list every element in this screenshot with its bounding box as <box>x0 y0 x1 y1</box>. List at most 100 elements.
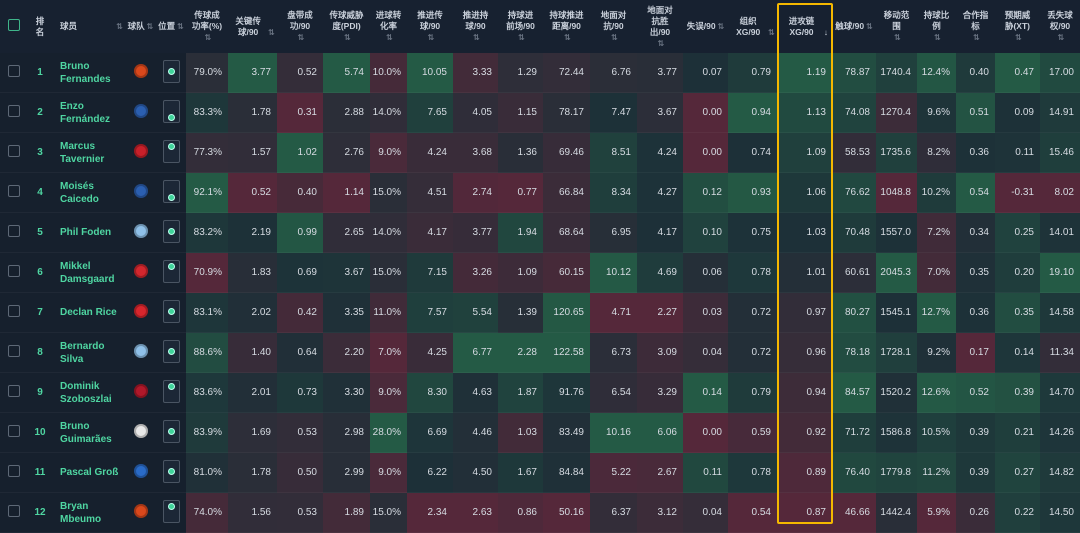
pitch-position-icon <box>162 339 180 363</box>
brighton-crest-icon <box>133 464 148 478</box>
player-name-link[interactable]: Declan Rice <box>52 292 125 333</box>
sort-icon[interactable]: ⇅ <box>657 38 665 48</box>
player-name-link[interactable]: Marcus Tavernier <box>52 132 125 173</box>
player-name-link[interactable]: Dominik Szoboszlai <box>52 372 125 413</box>
table-row[interactable]: 6 Mikkel Damsgaard 70.9% 1.83 0.69 3.67 15.0% 7… <box>0 252 1080 293</box>
sort-icon[interactable]: ⇅ <box>1057 33 1065 42</box>
column-header-player[interactable]: 球员 ⇅ <box>52 0 125 53</box>
row-checkbox[interactable] <box>0 412 28 453</box>
stat-cell: 91.76 <box>543 372 590 413</box>
player-name-link[interactable]: Enzo Fernández <box>52 92 125 133</box>
column-header-stat[interactable]: 关键传球/90 ⇅ <box>228 0 277 53</box>
row-checkbox[interactable] <box>0 492 28 533</box>
column-header-stat[interactable]: 持球推进距离/90 ⇅ <box>543 0 590 53</box>
stat-cell: 1545.1 <box>876 292 917 333</box>
row-checkbox[interactable] <box>0 372 28 413</box>
sort-icon[interactable]: ⇅ <box>473 33 480 42</box>
sort-icon[interactable]: ⇅ <box>768 27 775 37</box>
row-checkbox[interactable] <box>0 332 28 373</box>
sort-desc-icon[interactable]: ↓ <box>823 27 828 37</box>
table-row[interactable]: 11 Pascal Groß 81.0% 1.78 0.50 2.99 9.0% 6.22 4.… <box>0 452 1080 493</box>
column-header-stat[interactable]: 传球成功率(%) ⇅ <box>186 0 228 53</box>
sort-icon[interactable]: ⇅ <box>116 22 123 31</box>
column-header-stat[interactable]: 地面对抗胜出/90⇅ <box>637 0 683 53</box>
column-header-team[interactable]: 球队 ⇅ <box>125 0 156 53</box>
sort-icon[interactable]: ⇅ <box>934 33 941 42</box>
row-checkbox[interactable] <box>0 452 28 493</box>
column-header-stat[interactable]: 进球转化率 ⇅ <box>370 0 407 53</box>
row-checkbox[interactable] <box>0 252 28 293</box>
stat-cell: 1728.1 <box>876 332 917 373</box>
player-name-link[interactable]: Mikkel Damsgaard <box>52 252 125 293</box>
column-header-stat[interactable]: 触球/90 ⇅ <box>832 0 876 53</box>
stat-cell: 0.53 <box>277 412 323 453</box>
sort-icon[interactable]: ⇅ <box>177 22 184 31</box>
select-all-checkbox[interactable] <box>0 0 28 53</box>
column-header-position[interactable]: 位置 ⇅ <box>156 0 186 53</box>
column-header-stat[interactable]: 盘带成功/90 ⇅ <box>277 0 323 53</box>
sort-icon[interactable]: ⇅ <box>973 33 980 42</box>
table-row[interactable]: 9 Dominik Szoboszlai 83.6% 2.01 0.73 3.30 9.0%… <box>0 372 1080 413</box>
column-header-stat[interactable]: 丢失球权/90 ⇅ <box>1040 0 1080 53</box>
team-cell <box>125 332 156 373</box>
stat-cell: 83.6% <box>186 372 228 413</box>
table-row[interactable]: 7 Declan Rice 83.1% 2.02 0.42 3.35 11.0% 7.57 5.… <box>0 292 1080 333</box>
column-header-stat[interactable]: 合作指标 ⇅ <box>956 0 995 53</box>
column-header-stat[interactable]: 推进传球/90 ⇅ <box>407 0 453 53</box>
table-row[interactable]: 3 Marcus Tavernier 77.3% 1.57 1.02 2.76 9.0% 4.… <box>0 132 1080 173</box>
pitch-position-icon <box>162 179 180 203</box>
column-header-stat[interactable]: 传球威胁度(PDI) ⇅ <box>323 0 370 53</box>
player-header-label: 球员 <box>60 21 78 31</box>
sort-icon[interactable]: ⇅ <box>518 33 525 42</box>
column-header-stat[interactable]: 失误/90 ⇅ <box>683 0 728 53</box>
player-name-link[interactable]: Pascal Groß <box>52 452 125 493</box>
sort-icon[interactable]: ⇅ <box>204 33 212 42</box>
table-row[interactable]: 10 Bruno Guimarães 83.9% 1.69 0.53 2.98 28.0% 6… <box>0 412 1080 453</box>
stat-cell: 3.12 <box>637 492 683 533</box>
sort-icon[interactable]: ⇅ <box>717 22 725 31</box>
column-header-stat[interactable]: 地面对抗/90 ⇅ <box>590 0 637 53</box>
row-checkbox[interactable] <box>0 172 28 213</box>
stat-cell: 74.0% <box>186 492 228 533</box>
column-header-stat[interactable]: 持球进前场/90 ⇅ <box>498 0 543 53</box>
sort-icon[interactable]: ⇅ <box>146 22 154 31</box>
sort-icon[interactable]: ⇅ <box>866 22 873 31</box>
sort-icon[interactable]: ⇅ <box>564 33 571 42</box>
column-header-stat[interactable]: 推进持球/90 ⇅ <box>453 0 498 53</box>
arsenal-crest-icon <box>133 304 148 318</box>
table-row[interactable]: 12 Bryan Mbeumo 74.0% 1.56 0.53 1.89 15.0% 2.34… <box>0 492 1080 533</box>
stat-cell: 1.69 <box>228 412 277 453</box>
column-header-stat[interactable]: 持球比例 ⇅ <box>917 0 956 53</box>
column-header-stat[interactable]: 移动范围 ⇅ <box>876 0 917 53</box>
column-header-rank[interactable]: 排名 <box>28 0 52 53</box>
sort-icon[interactable]: ⇅ <box>297 33 305 42</box>
table-row[interactable]: 1 Bruno Fernandes 79.0% 3.77 0.52 5.74 10.0% 10… <box>0 53 1080 93</box>
sort-icon[interactable]: ⇅ <box>268 27 275 37</box>
column-header-stat[interactable]: 组织XG/90 ⇅ <box>728 0 777 53</box>
row-checkbox[interactable] <box>0 53 28 93</box>
stat-cell: 7.2% <box>917 212 956 253</box>
column-header-stat[interactable]: 进攻链XG/90 ↓ <box>777 0 832 53</box>
player-name-link[interactable]: Phil Foden <box>52 212 125 253</box>
row-checkbox[interactable] <box>0 92 28 133</box>
column-header-stat[interactable]: 预期威胁(XT) ⇅ <box>995 0 1040 53</box>
player-name-link[interactable]: Bruno Guimarães <box>52 412 125 453</box>
row-checkbox[interactable] <box>0 292 28 333</box>
player-name-link[interactable]: Bruno Fernandes <box>52 53 125 93</box>
sort-icon[interactable]: ⇅ <box>427 33 435 42</box>
row-checkbox[interactable] <box>0 212 28 253</box>
row-checkbox[interactable] <box>0 132 28 173</box>
table-row[interactable]: 2 Enzo Fernández 83.3% 1.78 0.31 2.88 14.0% 7.6… <box>0 92 1080 133</box>
sort-icon[interactable]: ⇅ <box>894 33 901 42</box>
stat-cell: 122.58 <box>543 332 590 373</box>
table-row[interactable]: 5 Phil Foden 83.2% 2.19 0.99 2.65 14.0% 4.17 3.7… <box>0 212 1080 253</box>
sort-icon[interactable]: ⇅ <box>611 33 618 42</box>
sort-icon[interactable]: ⇅ <box>386 33 393 42</box>
sort-icon[interactable]: ⇅ <box>1015 33 1022 42</box>
table-row[interactable]: 8 Bernardo Silva 88.6% 1.40 0.64 2.20 7.0% 4.25… <box>0 332 1080 373</box>
table-row[interactable]: 4 Moisés Caicedo 92.1% 0.52 0.40 1.14 15.0% 4.5… <box>0 172 1080 213</box>
sort-icon[interactable]: ⇅ <box>344 33 351 42</box>
position-cell <box>156 252 186 293</box>
player-name-link[interactable]: Moisés Caicedo <box>52 172 125 213</box>
player-name-link[interactable]: Bernardo Silva <box>52 332 125 373</box>
